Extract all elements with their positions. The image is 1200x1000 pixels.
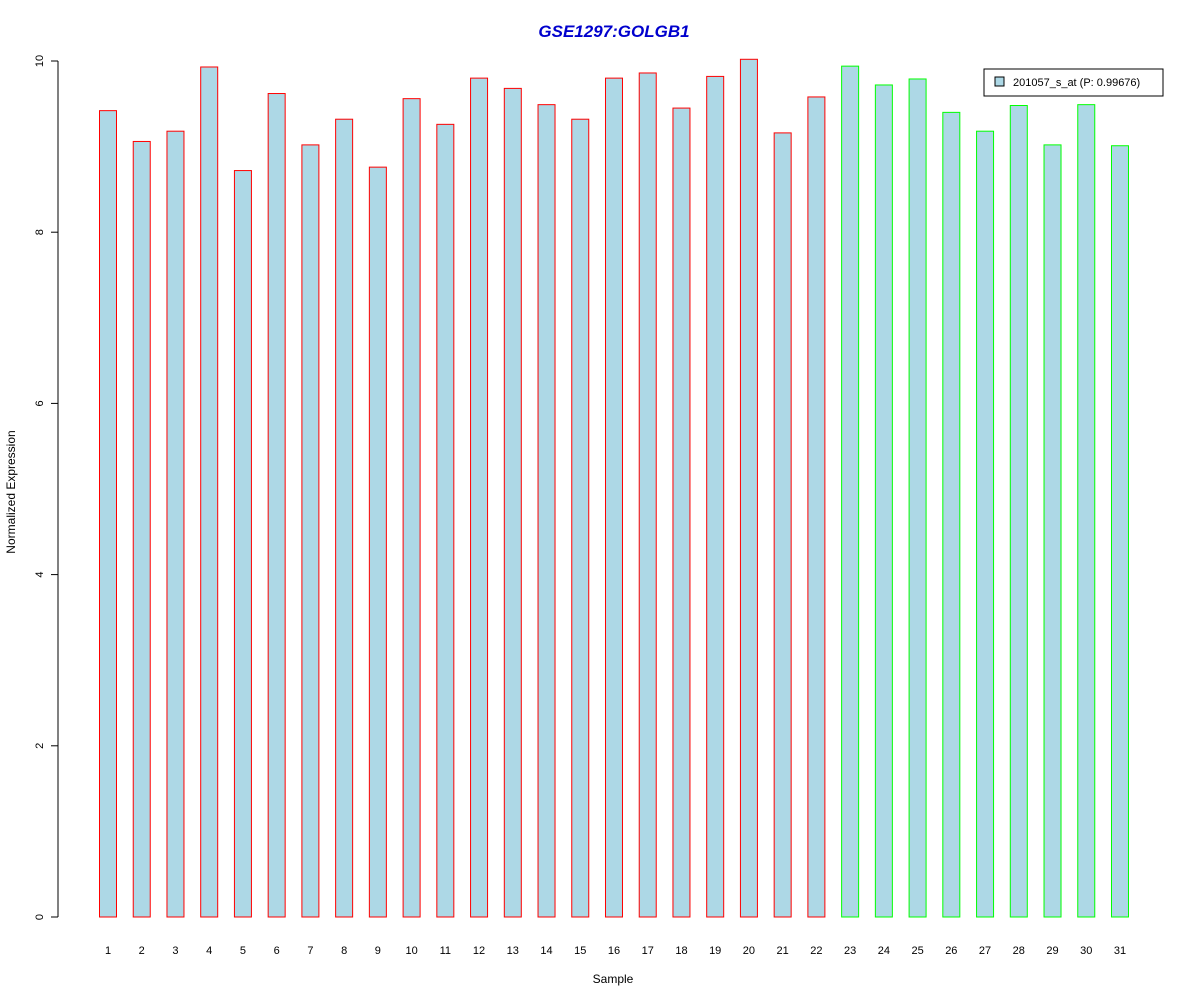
- x-tick-label: 29: [1046, 945, 1058, 957]
- x-tick-label: 31: [1114, 945, 1126, 957]
- bar: [132, 140, 151, 918]
- bar: [402, 98, 421, 918]
- legend-label: 201057_s_at (P: 0.99676): [1013, 77, 1140, 89]
- x-tick-label: 22: [810, 945, 822, 957]
- x-tick-label: 13: [507, 945, 519, 957]
- y-axis: 0 2 4 6 8 10: [34, 55, 59, 920]
- bar: [874, 84, 893, 918]
- x-tick-label: 8: [341, 945, 347, 957]
- bar: [706, 75, 725, 918]
- x-tick-label: 21: [777, 945, 789, 957]
- x-tick-label: 16: [608, 945, 620, 957]
- x-tick-label: 1: [105, 945, 111, 957]
- legend-swatch: [994, 76, 1005, 87]
- bar: [1043, 144, 1062, 918]
- x-tick-label: 4: [206, 945, 212, 957]
- y-tick-label: 2: [34, 743, 46, 749]
- bar: [908, 78, 927, 918]
- x-tick-label: 26: [945, 945, 957, 957]
- x-axis-label: Sample: [593, 972, 634, 986]
- legend-box: [983, 68, 1164, 97]
- bar: [1110, 145, 1129, 918]
- x-tick-label: 15: [574, 945, 586, 957]
- x-tick-label: 6: [274, 945, 280, 957]
- y-tick-label: 6: [34, 400, 46, 406]
- x-tick-label: 18: [675, 945, 687, 957]
- y-tick-label: 10: [34, 55, 46, 67]
- x-tick-label: 28: [1013, 945, 1025, 957]
- y-tick-label: 8: [34, 229, 46, 235]
- x-tick-label: 25: [911, 945, 923, 957]
- x-tick-label: 10: [405, 945, 417, 957]
- x-tick-label: 14: [540, 945, 552, 957]
- bar: [807, 96, 826, 918]
- x-tick-label: 17: [642, 945, 654, 957]
- bar: [267, 93, 286, 918]
- bar: [233, 170, 252, 918]
- x-tick-label: 23: [844, 945, 856, 957]
- x-tick-labels: 1 2 3 4 5 6 7 8 9 10 11 12 13 14 15 16 17 18 19 20 21 22 23 24 2…: [105, 945, 1126, 957]
- y-tick-label: 4: [34, 572, 46, 578]
- x-tick-label: 30: [1080, 945, 1092, 957]
- x-tick-label: 11: [440, 945, 451, 957]
- bar: [470, 77, 489, 918]
- bar: [537, 104, 556, 918]
- x-tick-label: 27: [979, 945, 991, 957]
- x-tick-label: 2: [139, 945, 145, 957]
- x-tick-label: 7: [307, 945, 313, 957]
- bar: [773, 132, 792, 918]
- bar: [1009, 105, 1028, 918]
- bar: [1077, 104, 1096, 918]
- y-axis-label: Normalized Expression: [4, 430, 18, 553]
- bar: [166, 130, 185, 918]
- bar: [942, 111, 961, 918]
- bar: [436, 123, 455, 918]
- y-tick-label: 0: [34, 914, 46, 920]
- bar: [301, 144, 320, 918]
- x-tick-label: 12: [473, 945, 485, 957]
- bar: [503, 87, 522, 918]
- bar: [739, 58, 758, 918]
- bar: [638, 72, 657, 918]
- bar: [841, 65, 860, 918]
- bars-group: [99, 58, 1129, 918]
- bar: [672, 107, 691, 918]
- bar: [368, 166, 387, 918]
- x-tick-label: 5: [240, 945, 246, 957]
- bar: [99, 110, 117, 918]
- x-tick-label: 3: [172, 945, 178, 957]
- bar: [200, 66, 219, 918]
- chart-title: GSE1297:GOLGB1: [538, 22, 689, 41]
- x-tick-label: 19: [709, 945, 721, 957]
- bar: [976, 130, 995, 918]
- legend: 201057_s_at (P: 0.99676): [983, 68, 1164, 97]
- bar: [604, 77, 623, 918]
- bar: [335, 118, 354, 918]
- bar: [571, 118, 590, 918]
- x-tick-label: 20: [743, 945, 755, 957]
- x-tick-label: 24: [878, 945, 890, 957]
- x-tick-label: 9: [375, 945, 381, 957]
